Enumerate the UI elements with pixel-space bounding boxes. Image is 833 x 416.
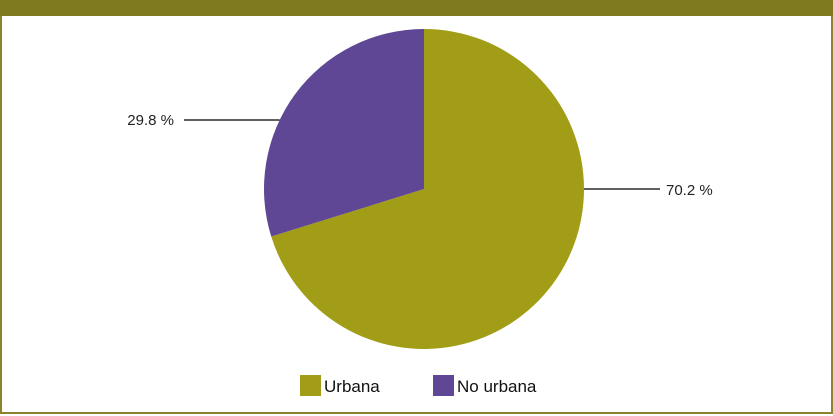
slice-label-no-urbana: 29.8 %	[127, 112, 174, 129]
legend-label-no-urbana: No urbana	[457, 377, 537, 396]
pie-slices	[264, 29, 585, 350]
slice-label-urbana: 70.2 %	[666, 182, 713, 199]
pie-slice-urbana	[271, 29, 585, 350]
legend-swatch-urbana	[300, 375, 321, 396]
pie-slice-no-urbana	[264, 29, 424, 237]
leader-lines	[184, 119, 660, 190]
legend-swatch-no-urbana	[433, 375, 454, 396]
legend-label-urbana: Urbana	[324, 377, 380, 396]
header-band	[0, 0, 833, 16]
legend: Urbana No urbana	[300, 375, 537, 396]
